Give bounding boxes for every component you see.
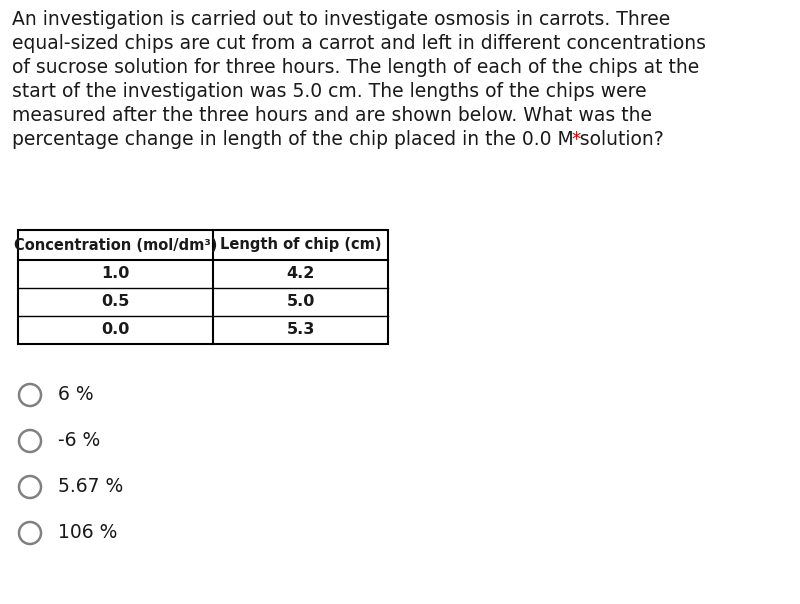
Circle shape bbox=[19, 384, 41, 406]
Text: Length of chip (cm): Length of chip (cm) bbox=[220, 237, 382, 252]
Text: An investigation is carried out to investigate osmosis in carrots. Three: An investigation is carried out to inves… bbox=[12, 10, 670, 29]
Text: 5.3: 5.3 bbox=[286, 323, 314, 338]
Text: start of the investigation was 5.0 cm. The lengths of the chips were: start of the investigation was 5.0 cm. T… bbox=[12, 82, 646, 101]
Text: 4.2: 4.2 bbox=[286, 266, 314, 281]
Text: 5.0: 5.0 bbox=[286, 295, 314, 309]
Circle shape bbox=[19, 476, 41, 498]
Bar bbox=[18, 230, 388, 344]
Text: equal-sized chips are cut from a carrot and left in different concentrations: equal-sized chips are cut from a carrot … bbox=[12, 34, 706, 53]
Text: percentage change in length of the chip placed in the 0.0 M solution?: percentage change in length of the chip … bbox=[12, 130, 664, 149]
Text: measured after the three hours and are shown below. What was the: measured after the three hours and are s… bbox=[12, 106, 652, 125]
Text: *: * bbox=[566, 130, 582, 149]
Text: 6 %: 6 % bbox=[58, 385, 94, 405]
Text: 5.67 %: 5.67 % bbox=[58, 478, 123, 496]
Circle shape bbox=[19, 522, 41, 544]
Text: of sucrose solution for three hours. The length of each of the chips at the: of sucrose solution for three hours. The… bbox=[12, 58, 699, 77]
Text: 0.5: 0.5 bbox=[102, 295, 130, 309]
Text: 0.0: 0.0 bbox=[102, 323, 130, 338]
Text: Concentration (mol/dm³): Concentration (mol/dm³) bbox=[14, 237, 217, 252]
Text: 1.0: 1.0 bbox=[102, 266, 130, 281]
Text: 106 %: 106 % bbox=[58, 524, 118, 542]
Text: -6 %: -6 % bbox=[58, 431, 100, 451]
Circle shape bbox=[19, 430, 41, 452]
